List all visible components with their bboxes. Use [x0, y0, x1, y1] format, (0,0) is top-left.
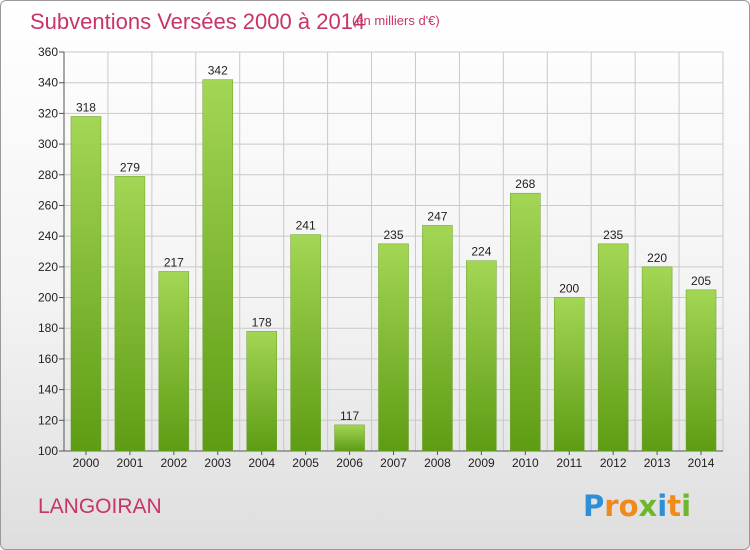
x-tick-label: 2014: [688, 456, 715, 470]
proxiti-logo[interactable]: Proxiti: [583, 489, 691, 523]
y-tick-label: 280: [38, 168, 58, 182]
bar-2010: [510, 192, 541, 452]
bar-2011: [553, 297, 585, 452]
value-label: 318: [76, 100, 96, 114]
value-labels: 318 279 217 342 178 241 117 235 247 224 268 200 235 2…: [76, 64, 711, 423]
value-label: 342: [208, 64, 228, 78]
value-label: 235: [383, 228, 403, 242]
y-tick-label: 360: [38, 45, 58, 59]
y-tick-label: 260: [38, 198, 58, 212]
logo-letter: i: [657, 489, 668, 523]
value-label: 220: [647, 251, 667, 265]
y-tick-label: 140: [38, 383, 58, 397]
logo-letter: o: [618, 489, 639, 523]
bar-2004: [246, 331, 277, 452]
bar-2014: [685, 289, 717, 452]
y-tick-label: 300: [38, 137, 58, 151]
logo-letter: r: [604, 489, 619, 523]
x-tick-label: 2006: [336, 456, 363, 470]
x-tick-label: 2001: [117, 456, 144, 470]
logo-letter: i: [681, 489, 692, 523]
bar-2012: [597, 243, 629, 452]
x-tick-label: 2000: [73, 456, 100, 470]
value-label: 200: [559, 282, 579, 296]
x-tick-label: 2002: [160, 456, 187, 470]
value-label: 117: [340, 409, 359, 423]
x-tick-label: 2007: [380, 456, 407, 470]
x-tick-label: 2005: [292, 456, 319, 470]
y-tick-label: 200: [38, 291, 58, 305]
chart-subtitle: (en milliers d'€): [352, 13, 440, 28]
bar-2007: [378, 243, 409, 452]
value-label: 205: [691, 274, 711, 288]
bars: [70, 79, 717, 452]
y-tick-label: 240: [38, 229, 58, 243]
logo-letter: x: [638, 489, 658, 523]
bar-2009: [466, 260, 497, 452]
value-label: 247: [427, 209, 447, 223]
y-tick-label: 320: [38, 106, 58, 120]
axes: 100 120 140 160 180 200 220 240 260 280 300 320 340 3…: [38, 45, 723, 470]
x-tick-label: 2011: [556, 456, 582, 470]
bar-2006: [334, 424, 365, 452]
bar-2008: [422, 225, 453, 452]
y-tick-label: 160: [38, 352, 58, 366]
value-label: 217: [164, 255, 184, 269]
x-tick-label: 2013: [644, 456, 671, 470]
x-tick-label: 2009: [468, 456, 495, 470]
chart-title: Subventions Versées 2000 à 2014: [30, 9, 366, 34]
y-tick-label: 340: [38, 76, 58, 90]
y-tick-label: 180: [38, 321, 58, 335]
y-tick-label: 100: [38, 444, 58, 458]
logo-letter: t: [667, 489, 682, 523]
value-label: 279: [120, 160, 140, 174]
value-label: 235: [603, 228, 623, 242]
x-tick-label: 2010: [512, 456, 539, 470]
bar-2013: [641, 266, 673, 452]
bar-2002: [158, 271, 190, 452]
bar-2003: [202, 79, 234, 452]
value-label: 178: [252, 315, 272, 329]
x-tick-label: 2004: [248, 456, 275, 470]
value-label: 268: [515, 177, 535, 191]
bar-2001: [114, 176, 146, 452]
logo-letter: P: [583, 489, 605, 523]
value-label: 224: [471, 245, 491, 259]
commune-name: LANGOIRAN: [38, 495, 162, 518]
bar-2005: [290, 234, 321, 452]
x-tick-label: 2012: [600, 456, 627, 470]
y-tick-label: 120: [38, 413, 58, 427]
x-tick-label: 2008: [424, 456, 451, 470]
bar-2000: [70, 116, 102, 452]
y-tick-label: 220: [38, 260, 58, 274]
value-label: 241: [296, 219, 316, 233]
x-tick-label: 2003: [204, 456, 231, 470]
